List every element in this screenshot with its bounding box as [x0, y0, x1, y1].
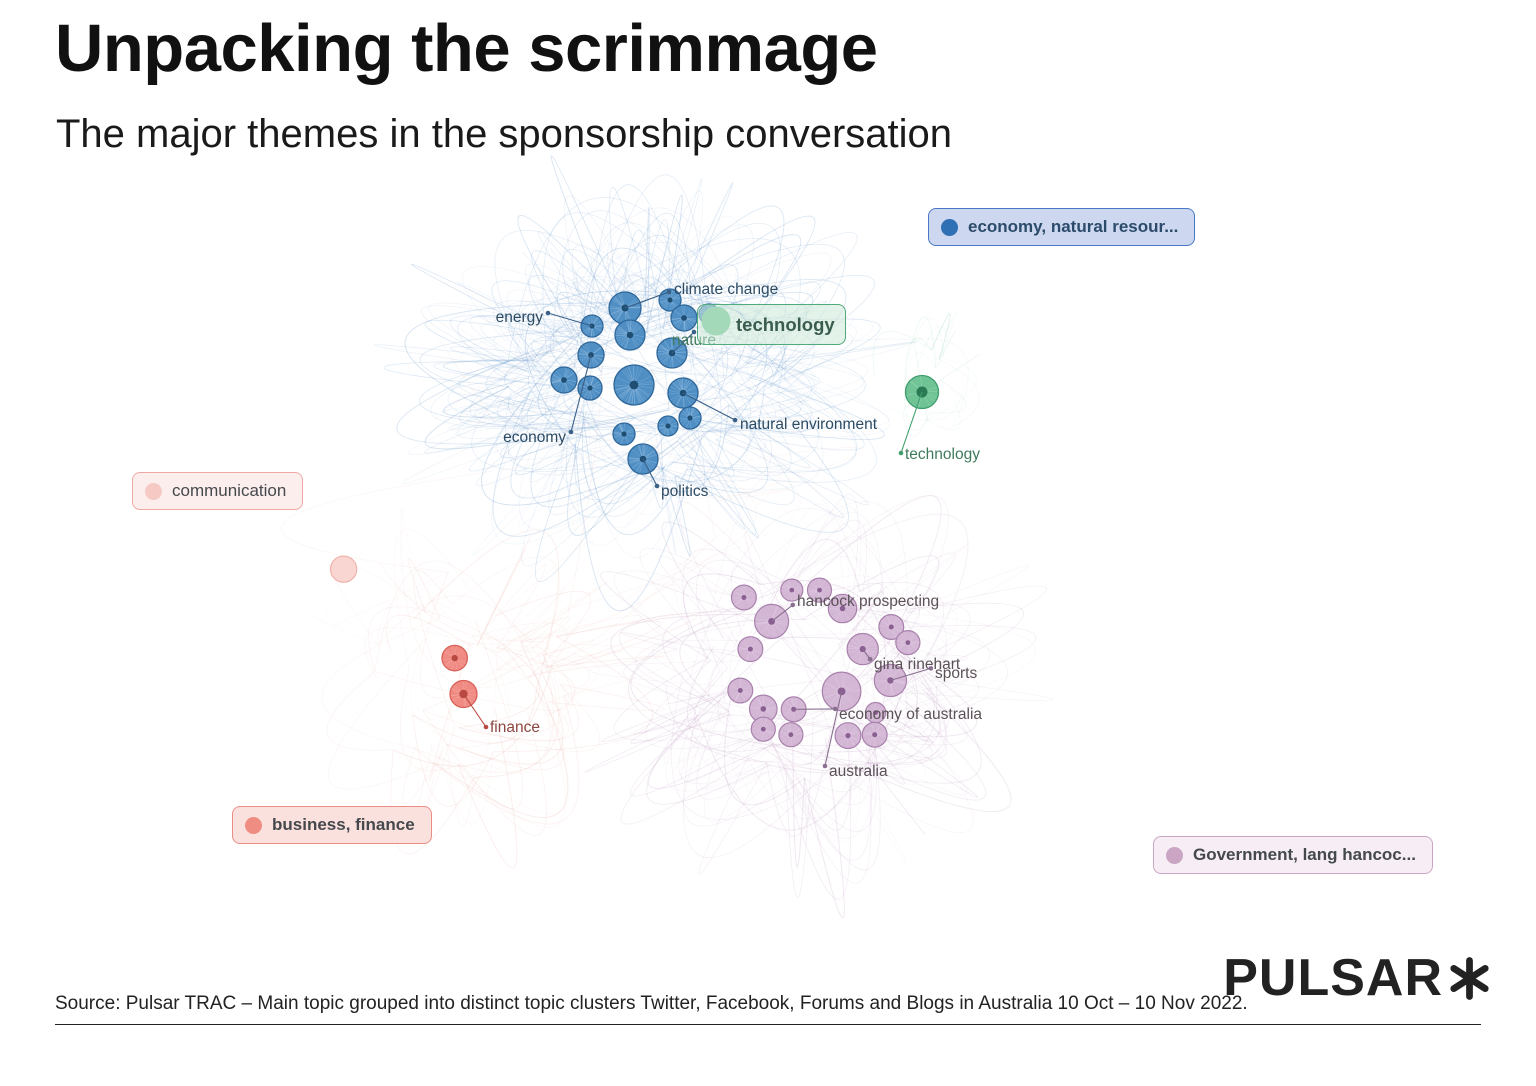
svg-text:technology: technology: [905, 446, 980, 463]
svg-text:natural environment: natural environment: [740, 416, 878, 433]
svg-text:australia: australia: [829, 763, 888, 780]
svg-text:economy of australia: economy of australia: [839, 706, 982, 723]
svg-text:hancock prospecting: hancock prospecting: [797, 593, 939, 610]
svg-text:politics: politics: [661, 483, 709, 500]
svg-text:finance: finance: [490, 719, 540, 736]
svg-text:sports: sports: [935, 665, 977, 682]
svg-text:economy: economy: [503, 429, 566, 446]
svg-text:energy: energy: [496, 309, 544, 326]
svg-text:climate change: climate change: [674, 281, 778, 298]
